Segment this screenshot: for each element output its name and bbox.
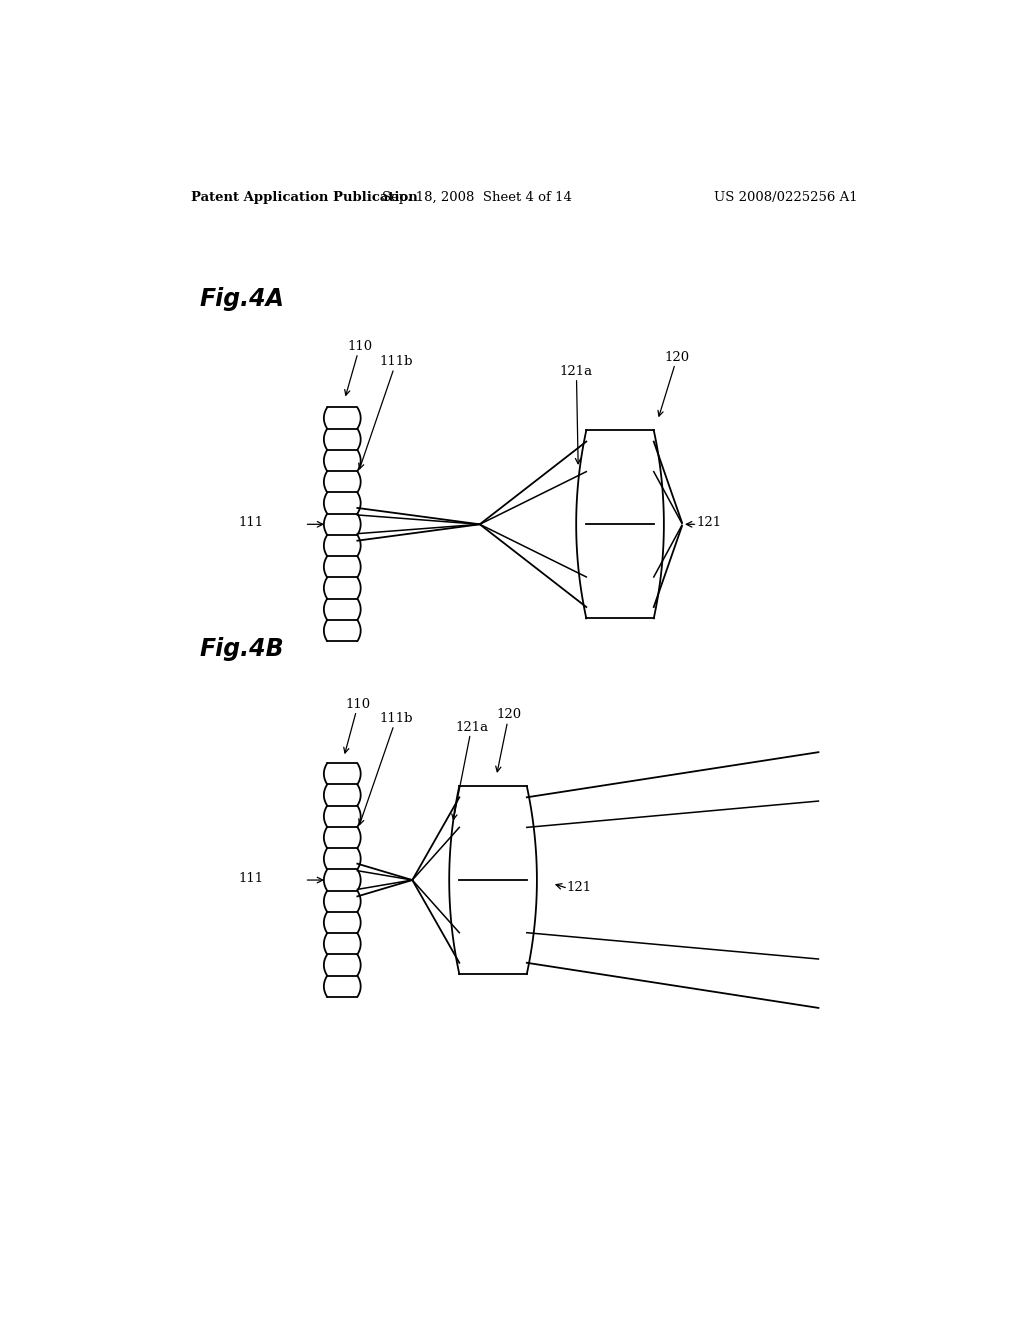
Text: US 2008/0225256 A1: US 2008/0225256 A1 xyxy=(715,190,858,203)
Text: 111: 111 xyxy=(239,871,264,884)
Text: Patent Application Publication: Patent Application Publication xyxy=(191,190,418,203)
Text: 120: 120 xyxy=(496,709,521,772)
Text: 110: 110 xyxy=(345,341,373,395)
Text: 120: 120 xyxy=(658,351,690,416)
Text: 121: 121 xyxy=(567,880,592,894)
Text: Fig.4B: Fig.4B xyxy=(200,638,284,661)
Text: 121a: 121a xyxy=(560,364,593,463)
Text: 111b: 111b xyxy=(358,355,413,469)
Text: 110: 110 xyxy=(344,698,371,752)
Text: 121: 121 xyxy=(696,516,721,529)
Text: 121a: 121a xyxy=(452,721,488,820)
Text: 111: 111 xyxy=(239,516,264,529)
Text: Fig.4A: Fig.4A xyxy=(200,286,285,310)
Text: Sep. 18, 2008  Sheet 4 of 14: Sep. 18, 2008 Sheet 4 of 14 xyxy=(382,190,572,203)
Text: 111b: 111b xyxy=(358,711,413,825)
